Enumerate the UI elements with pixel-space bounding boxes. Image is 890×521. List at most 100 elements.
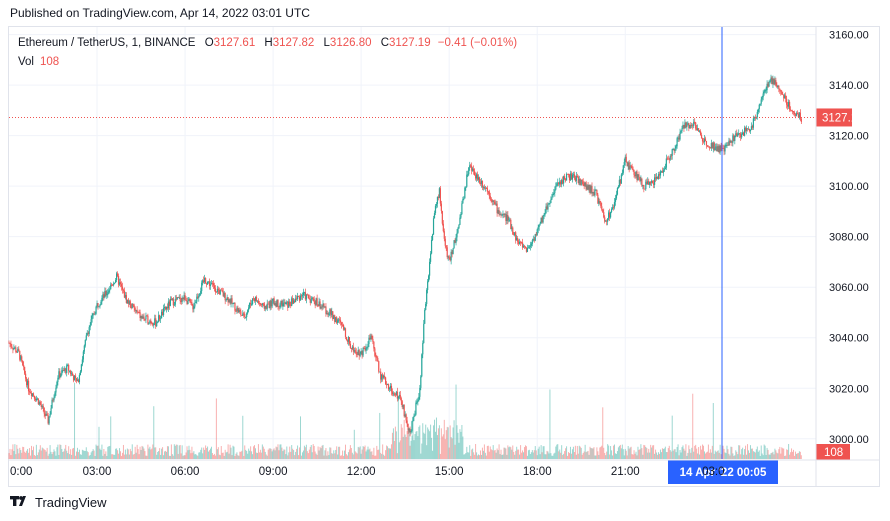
volume-bar — [781, 447, 783, 459]
volume-bar — [167, 446, 169, 459]
candle-body — [94, 313, 96, 315]
volume-bar — [370, 451, 372, 459]
volume-bar — [261, 444, 263, 459]
volume-bar — [318, 450, 320, 459]
volume-bar — [568, 453, 570, 459]
volume-bar — [221, 452, 223, 459]
candle-body — [22, 360, 24, 366]
volume-bar — [592, 448, 594, 459]
volume-bar — [800, 455, 802, 459]
candle-body — [551, 197, 553, 200]
candle-body — [723, 148, 725, 152]
volume-bar — [293, 450, 295, 459]
candle-body — [297, 296, 300, 297]
candle-body — [524, 246, 527, 248]
candle-body — [797, 114, 799, 117]
volume-bar — [557, 444, 559, 459]
candle-body — [678, 137, 680, 140]
candle-body — [129, 301, 131, 308]
volume-bar — [165, 451, 167, 459]
volume-bar — [799, 451, 801, 459]
candle-body — [258, 303, 261, 305]
volume-bar — [358, 447, 360, 459]
candle-body — [149, 320, 151, 324]
volume-bar — [77, 452, 79, 459]
volume-bar — [645, 446, 647, 459]
candle-body — [114, 282, 116, 284]
candle-body — [393, 393, 396, 395]
legend-low-label: L — [323, 37, 330, 49]
candle-body — [753, 117, 755, 119]
footer-brand[interactable]: TradingView — [10, 495, 107, 510]
candle-body — [37, 398, 39, 405]
candle-body — [262, 303, 264, 305]
volume-bar — [625, 450, 627, 459]
candle-body — [235, 310, 237, 312]
candle-body — [274, 303, 276, 305]
volume-bar — [66, 450, 68, 459]
chart-frame[interactable] — [8, 26, 880, 487]
candle-body — [414, 414, 416, 416]
candle-body — [578, 178, 580, 183]
volume-bar — [86, 451, 88, 459]
volume-bar — [447, 427, 449, 459]
volume-bar — [192, 452, 194, 459]
candle-body — [146, 315, 148, 317]
volume-bar — [396, 453, 398, 459]
volume-bar — [665, 452, 667, 459]
volume-bar — [755, 449, 757, 459]
candle-body — [48, 416, 50, 424]
volume-bar — [80, 454, 82, 459]
candle-body — [427, 281, 429, 290]
volume-bar — [344, 450, 346, 459]
y-tick-label: 3120.00 — [829, 131, 869, 143]
volume-bar — [638, 449, 640, 459]
candle-body — [164, 307, 167, 310]
candle-body — [508, 219, 510, 221]
candle-body — [190, 302, 192, 303]
candle-body — [656, 176, 659, 179]
volume-bar — [343, 455, 345, 459]
candle-body — [138, 311, 140, 313]
volume-bar — [698, 447, 700, 459]
volume-bar — [734, 455, 736, 459]
volume-bar — [517, 449, 519, 459]
candle-body — [83, 345, 85, 352]
candle-body — [733, 135, 735, 141]
candle-body — [554, 189, 556, 193]
candle-body — [426, 289, 428, 304]
volume-bar — [235, 453, 237, 459]
legend-change-value: −0.41 (−0.01%) — [437, 37, 518, 49]
x-tick-label: 03:0 — [702, 466, 724, 478]
volume-bar — [587, 450, 589, 459]
volume-bar — [215, 398, 217, 459]
volume-bar — [577, 453, 579, 459]
candle-body — [592, 191, 594, 194]
candle-body — [76, 379, 79, 381]
candle-body — [719, 145, 721, 153]
volume-bar — [379, 412, 381, 459]
volume-bar — [117, 450, 119, 459]
volume-bar — [294, 455, 296, 459]
legend-symbol[interactable]: Ethereum / TetherUS, 1, BINANCE — [18, 37, 196, 49]
volume-bar — [713, 453, 715, 459]
volume-bar — [509, 446, 511, 459]
candle-body — [670, 155, 672, 157]
candle-body — [698, 128, 700, 132]
volume-bar — [747, 444, 749, 459]
candle-body — [322, 303, 324, 308]
candle-body — [434, 205, 437, 214]
candle-body — [60, 374, 62, 378]
volume-bar — [246, 451, 248, 459]
candle-body — [109, 289, 111, 291]
candle-body — [480, 180, 483, 184]
candle-body — [142, 316, 144, 319]
candle-body — [391, 391, 394, 395]
candle-body — [313, 298, 315, 302]
volume-bar — [200, 449, 202, 459]
candle-body — [402, 404, 404, 408]
candle-body — [380, 371, 382, 380]
candle-body — [415, 402, 417, 415]
volume-bar — [75, 455, 77, 459]
